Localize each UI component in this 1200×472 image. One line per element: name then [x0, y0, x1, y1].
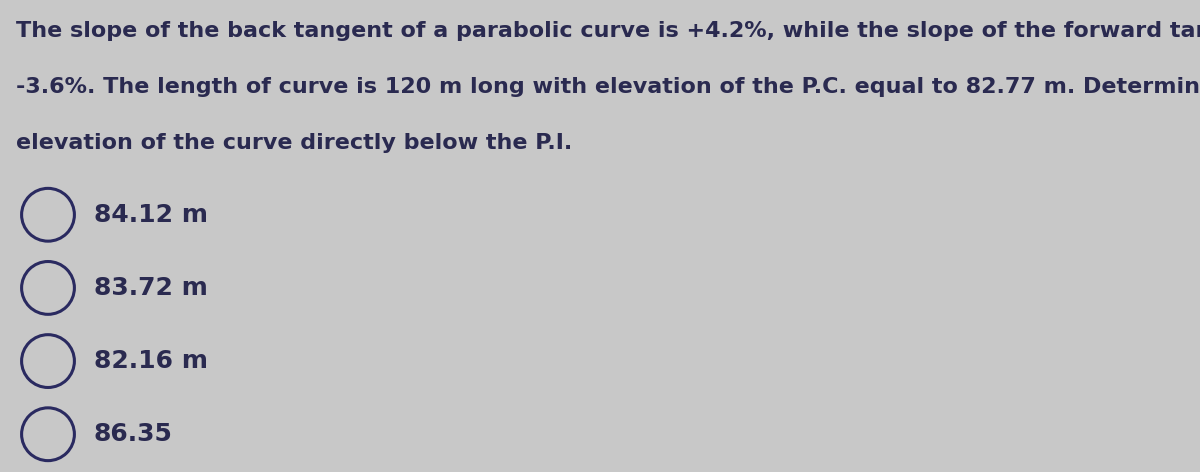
Text: 84.12 m: 84.12 m — [94, 203, 208, 227]
Text: 82.16 m: 82.16 m — [94, 349, 208, 373]
Text: elevation of the curve directly below the P.I.: elevation of the curve directly below th… — [16, 133, 572, 152]
Text: -3.6%. The length of curve is 120 m long with elevation of the P.C. equal to 82.: -3.6%. The length of curve is 120 m long… — [16, 77, 1200, 97]
Text: 86.35: 86.35 — [94, 422, 173, 446]
Text: 83.72 m: 83.72 m — [94, 276, 208, 300]
Text: The slope of the back tangent of a parabolic curve is +4.2%, while the slope of : The slope of the back tangent of a parab… — [16, 21, 1200, 41]
